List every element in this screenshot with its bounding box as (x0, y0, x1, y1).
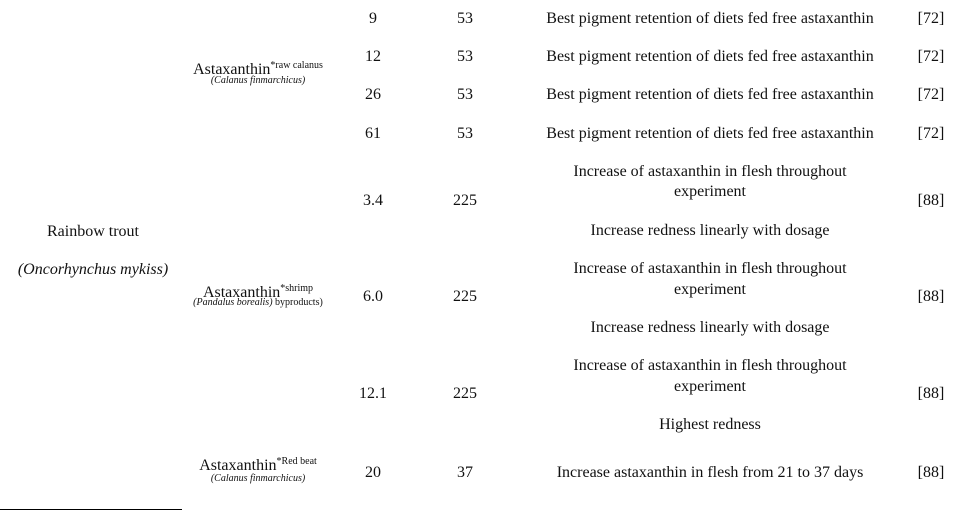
row-7-days: 225 (453, 385, 477, 402)
row-5-result-line-3: Increase redness linearly with dosage (590, 222, 830, 239)
row-4-result: Best pigment retention of diets fed free… (546, 125, 874, 142)
row-4-days: 53 (457, 125, 473, 142)
row-7-result-line-1: Increase of astaxanthin in flesh through… (573, 357, 847, 374)
row-8-dose: 20 (365, 464, 381, 481)
row-3-result: Best pigment retention of diets fed free… (546, 86, 874, 103)
row-8-result: Increase astaxanthin in flesh from 21 to… (556, 464, 864, 481)
row-6-days: 225 (453, 288, 477, 305)
row-5-days: 225 (453, 192, 477, 209)
row-3-ref: [72] (917, 86, 945, 103)
group-3-name: Astaxanthin*Red beat (199, 456, 317, 474)
row-1-dose: 9 (369, 10, 377, 27)
row-6-ref: [88] (917, 288, 945, 305)
group-2-superscript: *shrimp (280, 283, 314, 294)
row-4-dose: 61 (365, 125, 381, 142)
group-2-source: (Pandalus borealis) byproducts) (193, 297, 323, 308)
species-common-name: Rainbow trout (47, 223, 139, 240)
row-2-result: Best pigment retention of diets fed free… (546, 48, 874, 65)
row-8-ref: [88] (917, 464, 945, 481)
row-6-result-line-2: experiment (674, 281, 746, 298)
row-7-result-line-3: Highest redness (659, 416, 761, 433)
species-latin-name: (Oncorhynchus mykiss) (17, 261, 169, 278)
group-1-superscript: *raw calanus (270, 60, 323, 71)
row-5-ref: [88] (917, 192, 945, 209)
row-6-dose: 6.0 (363, 288, 383, 305)
row-1-days: 53 (457, 10, 473, 27)
row-3-days: 53 (457, 86, 473, 103)
group-2-name: Astaxanthin*shrimp (202, 283, 314, 301)
row-8-days: 37 (457, 464, 473, 481)
row-7-dose: 12.1 (359, 385, 387, 402)
group-3-source: (Calanus finmarchicus) (210, 473, 306, 484)
footnote-separator-line (0, 509, 182, 510)
row-7-result-line-2: experiment (674, 378, 746, 395)
row-6-result-line-3: Increase redness linearly with dosage (590, 319, 830, 336)
group-1-source: (Calanus finmarchicus) (210, 75, 306, 86)
row-2-ref: [72] (917, 48, 945, 65)
row-5-result-line-2: experiment (674, 183, 746, 200)
row-6-result-line-1: Increase of astaxanthin in flesh through… (573, 260, 847, 277)
row-4-ref: [72] (917, 125, 945, 142)
row-3-dose: 26 (365, 86, 381, 103)
row-1-ref: [72] (917, 10, 945, 27)
row-2-days: 53 (457, 48, 473, 65)
row-2-dose: 12 (365, 48, 381, 65)
row-5-result-line-1: Increase of astaxanthin in flesh through… (573, 163, 847, 180)
row-1-result: Best pigment retention of diets fed free… (546, 10, 874, 27)
group-3-superscript: *Red beat (276, 456, 317, 467)
row-7-ref: [88] (917, 385, 945, 402)
row-5-dose: 3.4 (363, 192, 383, 209)
group-1-name: Astaxanthin*raw calanus (193, 60, 323, 78)
